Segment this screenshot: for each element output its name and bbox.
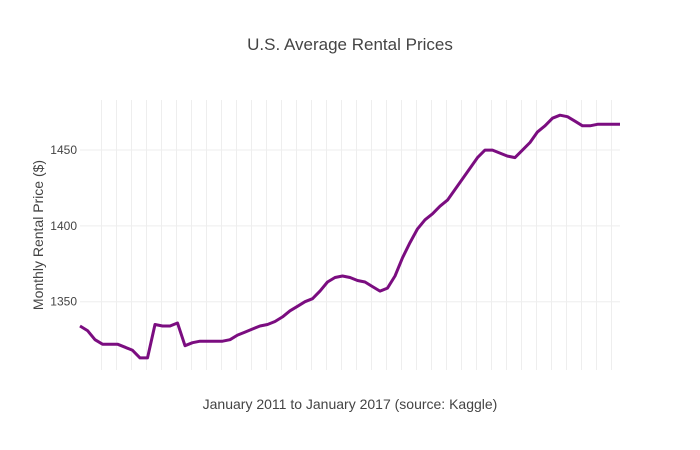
rental-price-line <box>79 113 620 360</box>
horizontal-grid <box>80 149 620 303</box>
y-axis-ticks: 1350 1400 1450 <box>50 143 77 309</box>
y-tick-label: 1350 <box>50 295 77 309</box>
y-axis-label: Monthly Rental Price ($) <box>30 160 46 310</box>
x-axis-label: January 2011 to January 2017 (source: Ka… <box>203 396 498 412</box>
vertical-grid <box>101 100 612 370</box>
chart-title: U.S. Average Rental Prices <box>247 35 453 54</box>
y-tick-label: 1400 <box>50 219 77 233</box>
y-tick-label: 1450 <box>50 143 77 157</box>
